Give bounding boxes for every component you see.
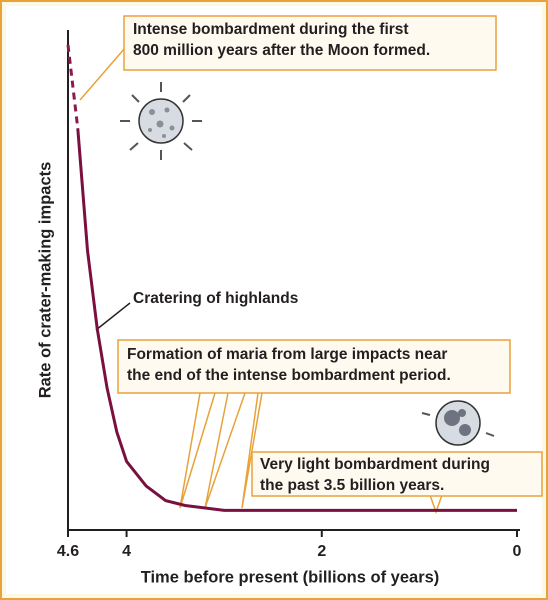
y-axis-title: Rate of crater-making impacts xyxy=(36,162,54,399)
annotation: Very light bombardment during xyxy=(260,456,490,473)
annotation: Formation of maria from large impacts ne… xyxy=(127,346,447,363)
annotation: 800 million years after the Moon formed. xyxy=(133,42,430,59)
annotation: Intense bombardment during the first xyxy=(133,21,409,38)
annotation: the past 3.5 billion years. xyxy=(260,477,444,494)
x-axis-title: Time before present (billions of years) xyxy=(141,568,440,586)
annotation: the end of the intense bombardment perio… xyxy=(127,367,451,384)
x-tick-label: 0 xyxy=(513,543,522,560)
x-tick-label: 4.6 xyxy=(57,543,79,560)
chart: Time before present (billions of years) … xyxy=(0,0,548,600)
x-tick-label: 2 xyxy=(317,543,326,560)
annotation: Cratering of highlands xyxy=(133,290,298,307)
x-tick-label: 4 xyxy=(122,543,131,560)
